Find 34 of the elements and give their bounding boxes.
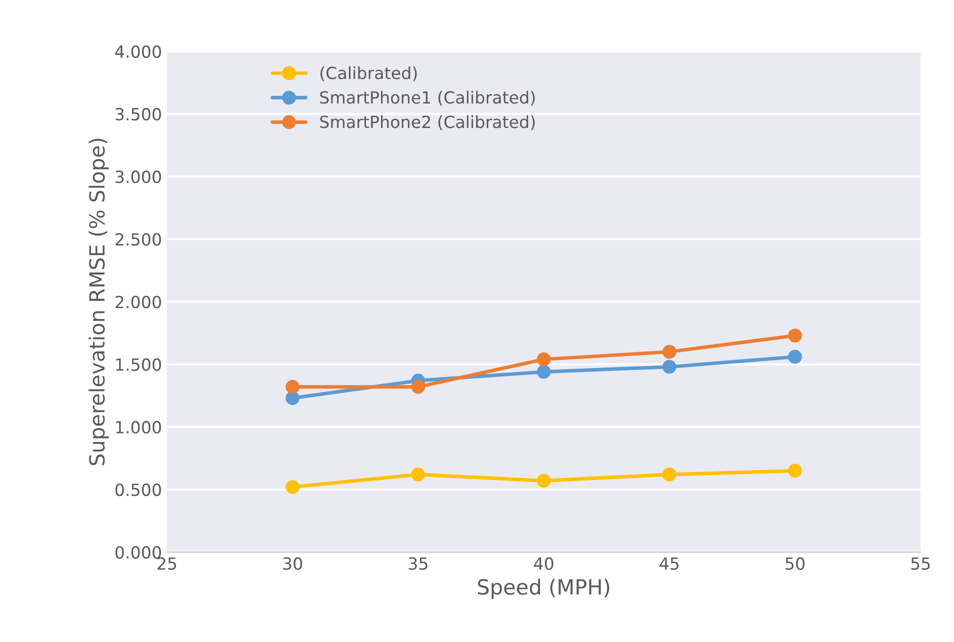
point [662,344,676,359]
x-tick-label: 55 [911,557,930,570]
legend-label: SmartPhone2 (Calibrated) [320,115,535,130]
y-tick-label: 1.000 [116,420,161,434]
point [662,360,676,374]
point [536,352,551,366]
x-axis-title: Speed (MPH) [478,578,610,599]
x-tick-label: 30 [283,557,302,570]
y-tick-label: 3.500 [116,108,161,121]
y-tick-label: 4.000 [115,45,161,58]
y-tick-label: 3.000 [116,170,161,184]
x-tick-label: 50 [786,557,804,570]
point [788,350,802,364]
y-tick-label: 2.500 [116,233,161,246]
point [536,364,551,379]
x-tick-label: 25 [158,557,176,570]
legend-label: (Calibrated) [320,66,417,82]
point [788,464,802,478]
y-axis-title: Superelevation RMSE (% Slope) [88,138,109,466]
point [536,474,551,488]
point [286,380,300,394]
point [286,480,300,494]
y-tick-label: 0.000 [115,546,161,559]
point [411,468,426,482]
y-tick-label: 1.500 [116,358,161,371]
x-tick-label: 35 [408,557,428,570]
x-tick-label: 45 [660,557,679,570]
point [788,328,802,342]
legend-label: SmartPhone1 (Calibrated) [320,90,535,106]
point [662,468,676,482]
point [411,380,426,394]
y-tick-label: 0.500 [115,483,161,496]
x-tick-label: 40 [534,557,554,570]
y-tick-label: 2.000 [116,296,161,308]
